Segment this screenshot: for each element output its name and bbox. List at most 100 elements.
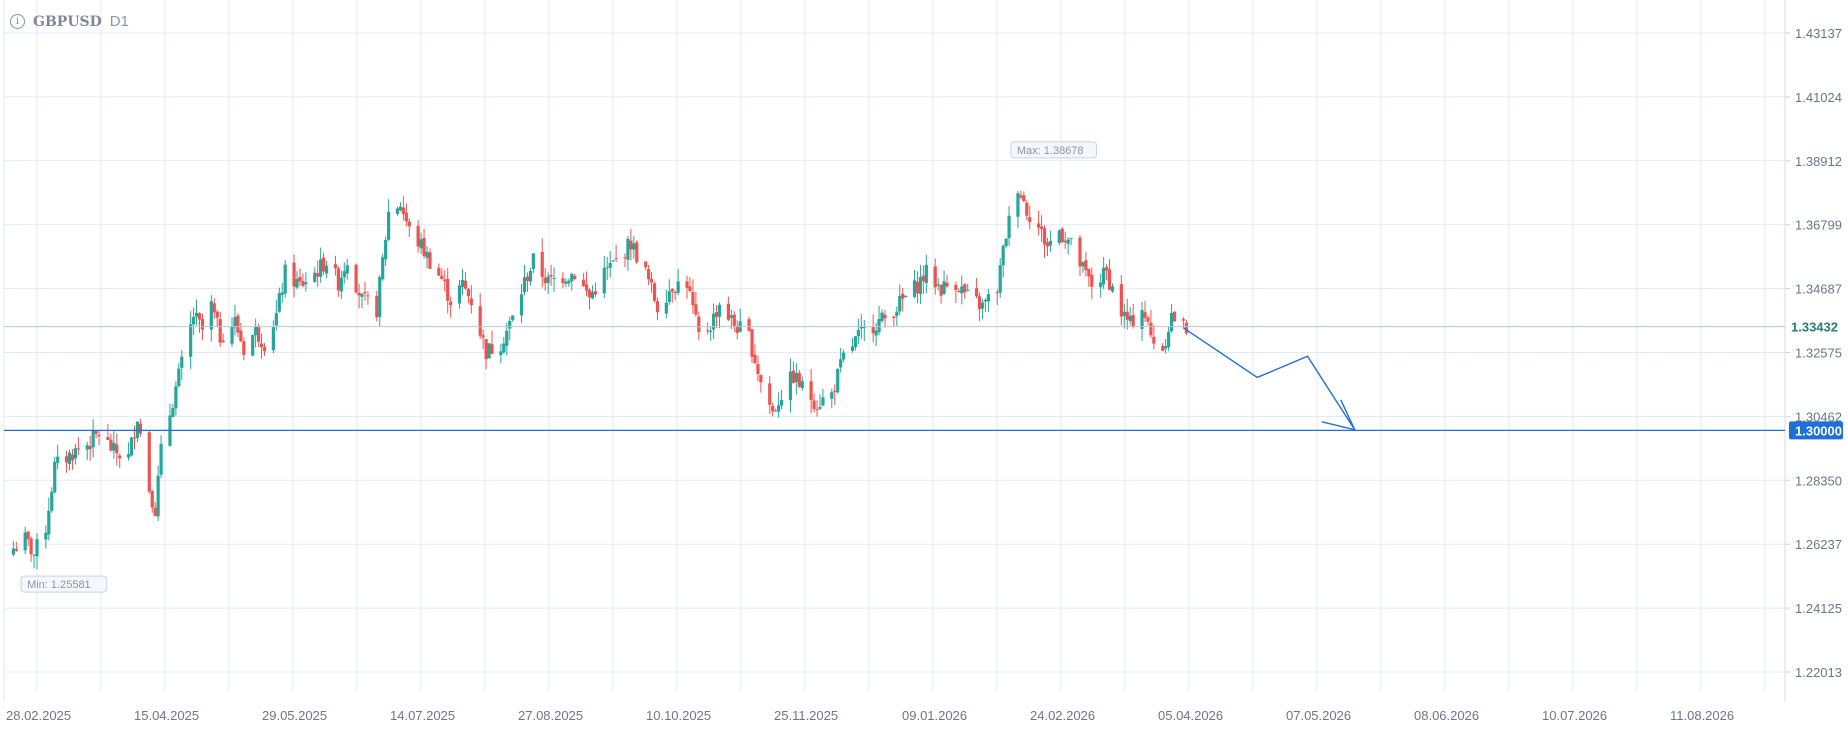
candle-bear xyxy=(404,212,408,222)
x-tick-label: 27.08.2025 xyxy=(518,708,583,723)
candle-bear xyxy=(635,242,639,263)
candle-bear xyxy=(768,383,772,405)
candle-bull xyxy=(274,313,278,326)
candle-bull xyxy=(528,270,533,282)
candle-bear xyxy=(301,281,305,286)
candle-bear xyxy=(697,316,701,332)
candle-bull xyxy=(395,208,400,214)
candle-bear xyxy=(614,258,618,260)
candle-bull xyxy=(880,312,884,321)
candle-bull xyxy=(11,548,15,555)
candle-bear xyxy=(791,370,795,383)
candle-bull xyxy=(313,272,317,282)
candle-bull xyxy=(1140,309,1144,330)
candle-bear xyxy=(478,306,482,336)
candle-bull xyxy=(230,326,234,344)
candle-bear xyxy=(561,278,565,284)
candle-bull xyxy=(983,299,988,302)
candle-bull xyxy=(23,532,27,551)
candle-bull xyxy=(918,277,923,294)
candle-bull xyxy=(126,454,131,458)
current-price-label: 1.33432 xyxy=(1791,320,1838,335)
candle-bear xyxy=(655,301,660,313)
candle-bull xyxy=(676,281,680,293)
candle-bear xyxy=(298,276,302,282)
candle-bull xyxy=(324,265,329,274)
candle-bull xyxy=(564,281,568,284)
candle-bear xyxy=(939,284,943,296)
y-tick-label: 1.28350 xyxy=(1795,473,1842,488)
candle-bull xyxy=(339,277,343,292)
candle-bull xyxy=(56,456,60,463)
candle-bear xyxy=(747,319,751,331)
candle-bear xyxy=(150,491,154,508)
candle-bear xyxy=(809,381,813,401)
info-icon[interactable]: i xyxy=(10,14,25,29)
candle-bear xyxy=(652,283,657,301)
x-tick-label: 28.02.2025 xyxy=(6,708,71,723)
candle-bull xyxy=(531,253,535,269)
timeframe-label[interactable]: D1 xyxy=(109,13,129,30)
candle-bear xyxy=(466,289,470,297)
candle-bull xyxy=(856,330,860,337)
candle-bull xyxy=(174,386,178,409)
candle-bull xyxy=(1016,193,1020,217)
candle-bear xyxy=(1022,195,1026,202)
candle-bear xyxy=(1060,228,1064,242)
candle-bull xyxy=(729,315,733,318)
candle-bull xyxy=(712,313,716,330)
candle-bull xyxy=(502,343,506,353)
candle-bull xyxy=(546,276,550,283)
candle-bull xyxy=(519,294,524,316)
candle-bull xyxy=(91,430,95,448)
candle-bull xyxy=(1069,238,1073,240)
candle-bear xyxy=(525,276,530,282)
candle-bull xyxy=(842,352,846,360)
candle-bull xyxy=(1122,311,1126,316)
candle-bull xyxy=(233,317,237,328)
candle-bear xyxy=(629,240,633,250)
candle-bull xyxy=(177,368,181,387)
candle-bull xyxy=(73,448,78,459)
candle-bear xyxy=(915,281,920,294)
candle-bear xyxy=(236,315,240,333)
candle-bull xyxy=(1167,331,1171,348)
candle-bear xyxy=(76,448,80,450)
candle-bull xyxy=(664,302,668,314)
candle-bear xyxy=(1181,319,1185,321)
candle-bear xyxy=(1084,260,1088,271)
candle-bull xyxy=(129,437,134,456)
candle-bear xyxy=(29,538,33,555)
candle-bull xyxy=(499,351,503,356)
candle-bull xyxy=(1066,239,1070,244)
candle-bear xyxy=(670,289,674,292)
candle-bear xyxy=(401,207,405,215)
candle-bear xyxy=(1028,217,1032,223)
candle-bear xyxy=(1149,322,1153,336)
candle-bull xyxy=(960,286,964,294)
candles xyxy=(11,190,1188,570)
candle-bear xyxy=(428,252,432,269)
candle-bear xyxy=(1131,314,1135,328)
candle-bear xyxy=(366,295,370,297)
candle-bull xyxy=(112,442,116,451)
candle-bear xyxy=(416,225,420,247)
candle-bear xyxy=(221,340,225,343)
candle-bull xyxy=(251,334,255,356)
x-tick-label: 09.01.2026 xyxy=(902,708,967,723)
candle-bear xyxy=(753,354,757,364)
candle-bear xyxy=(797,372,801,387)
candle-bull xyxy=(552,278,556,280)
candle-bear xyxy=(153,507,157,517)
candle-bull xyxy=(378,277,382,317)
candle-bear xyxy=(26,531,30,540)
candle-bull xyxy=(32,554,36,556)
candle-bear xyxy=(1063,240,1067,243)
candle-bull xyxy=(800,381,804,388)
candle-bear xyxy=(812,400,816,410)
y-tick-label: 1.26237 xyxy=(1795,537,1842,552)
candle-bear xyxy=(106,437,110,441)
candle-bull xyxy=(570,274,574,282)
candle-bull xyxy=(283,264,287,294)
